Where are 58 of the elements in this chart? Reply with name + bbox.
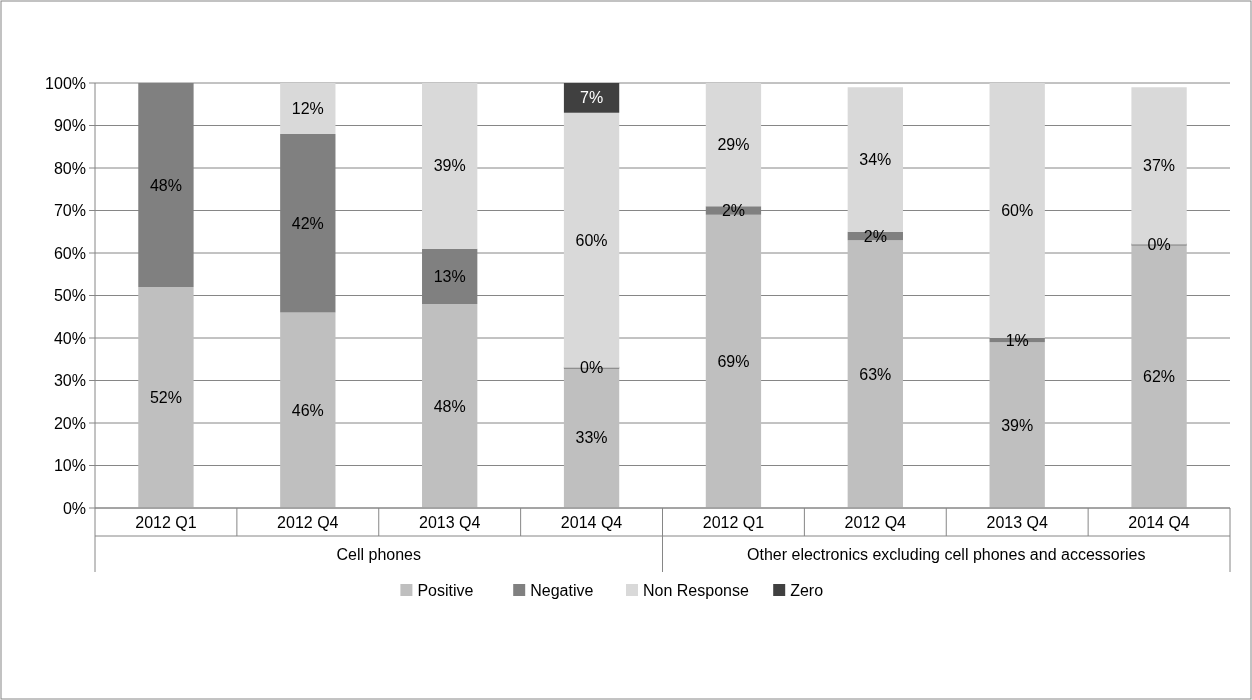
x-tick-label: 2012 Q4 (277, 513, 339, 531)
y-tick-label: 40% (53, 329, 86, 347)
data-label: 63% (859, 365, 892, 383)
bar (422, 304, 478, 508)
y-tick-label: 50% (53, 287, 86, 305)
x-tick-label: 2012 Q1 (702, 513, 765, 531)
legend-label: Positive (417, 581, 474, 599)
data-label: 48% (149, 176, 182, 194)
data-label: 33% (575, 429, 608, 447)
data-label: 2% (721, 202, 745, 220)
x-tick-label: 2014 Q4 (1128, 513, 1190, 531)
y-tick-label: 100% (45, 74, 86, 92)
bar (280, 312, 336, 508)
data-label: 60% (1001, 202, 1034, 220)
data-label: 29% (717, 136, 750, 154)
x-tick-label: 2013 Q4 (986, 513, 1048, 531)
y-tick-label: 60% (53, 244, 86, 262)
y-tick-label: 20% (53, 414, 86, 432)
data-label: 13% (433, 267, 466, 285)
bar (563, 83, 620, 113)
x-tick-label: 2012 Q4 (844, 513, 907, 531)
data-label: 1% (1005, 331, 1029, 349)
data-label: 52% (149, 389, 182, 407)
y-tick-label: 90% (53, 117, 86, 135)
text: Cell phones (336, 545, 421, 563)
data-label: 39% (433, 157, 466, 175)
data-label: 39% (1001, 416, 1034, 434)
legend-label: Negative (530, 581, 594, 599)
data-label: 12% (291, 100, 324, 118)
data-label: 69% (717, 352, 750, 370)
bar (280, 83, 336, 134)
legend-label: Non Response (643, 581, 749, 599)
bar (705, 214, 762, 508)
y-tick-label: 0% (62, 499, 86, 517)
data-label: 37% (1143, 157, 1176, 175)
data-label: 7% (580, 89, 604, 107)
x-tick-label: 2013 Q4 (418, 513, 481, 531)
data-label: 46% (291, 401, 324, 419)
y-tick-label: 70% (53, 202, 86, 220)
bar (847, 87, 903, 232)
data-label: 0% (1147, 236, 1171, 254)
x-tick-label: 2012 Q1 (135, 513, 197, 531)
data-label: 48% (433, 397, 466, 415)
bar (138, 287, 194, 508)
data-label: 60% (575, 231, 608, 249)
data-label: 2% (863, 227, 887, 245)
legend-label: Zero (790, 581, 824, 599)
y-tick-label: 30% (53, 372, 86, 390)
data-label: 62% (1143, 367, 1176, 385)
x-tick-label: 2014 Q4 (560, 513, 623, 531)
data-label: 34% (859, 151, 892, 169)
y-tick-label: 80% (53, 159, 86, 177)
bar (847, 240, 903, 508)
data-label: 42% (291, 214, 324, 232)
text: Other electronics excluding cell phones and accessories (747, 545, 1146, 563)
data-label: 0% (580, 359, 604, 377)
y-tick-label: 10% (53, 457, 86, 475)
bar (422, 83, 478, 249)
